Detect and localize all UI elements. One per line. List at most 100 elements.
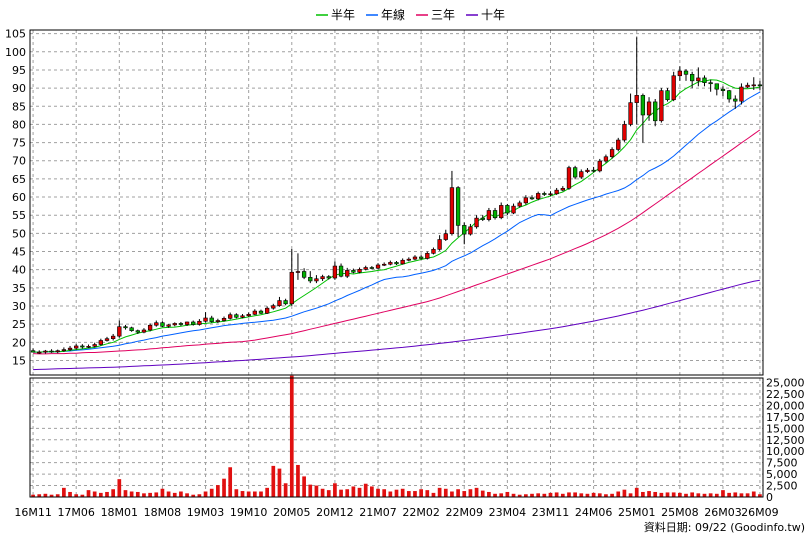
- candle-body: [154, 322, 159, 326]
- volume-bar: [62, 487, 66, 497]
- volume-bar: [129, 491, 134, 497]
- volume-bar: [548, 492, 553, 497]
- price-tick-label: 85: [12, 100, 26, 113]
- legend-label: 半年: [331, 8, 355, 22]
- candle-body: [49, 350, 54, 353]
- candle-body: [548, 193, 553, 196]
- volume-bar: [671, 492, 676, 497]
- volume-bar: [487, 491, 491, 497]
- volume-bar: [616, 491, 621, 497]
- ma-half-year-line: [33, 79, 760, 353]
- price-tick-label: 15: [12, 354, 26, 367]
- data-date-label: 資料日期: 09/22 (Goodinfo.tw): [644, 520, 805, 534]
- candle-body: [708, 82, 713, 85]
- volume-bars: [31, 375, 762, 497]
- volume-bar: [505, 491, 510, 497]
- volume-bar: [745, 493, 750, 497]
- candle-body: [332, 265, 338, 279]
- volume-bar: [437, 487, 442, 497]
- volume-bar: [265, 487, 269, 497]
- candle-body: [289, 271, 294, 305]
- candle-body: [505, 205, 510, 214]
- volume-bar: [148, 492, 152, 497]
- candle-body: [499, 205, 504, 219]
- candle-body: [55, 350, 60, 353]
- volume-bar: [277, 468, 282, 497]
- volume-bar: [536, 493, 541, 497]
- volume-bar: [209, 488, 214, 497]
- candle-body: [147, 324, 153, 331]
- price-tick-label: 100: [5, 46, 26, 59]
- volume-bar: [653, 491, 658, 497]
- candle-body: [357, 269, 362, 273]
- candle-body: [751, 84, 756, 87]
- volume-bar: [585, 493, 590, 497]
- candle-body: [536, 193, 541, 200]
- volume-bar: [240, 491, 245, 497]
- candle-body: [184, 321, 190, 325]
- volume-bar: [677, 492, 682, 497]
- x-tick-label: 19M03: [187, 506, 225, 519]
- volume-tick-label: 22,500: [766, 388, 805, 401]
- x-tick-label: 17M06: [57, 506, 95, 519]
- candle-body: [314, 278, 319, 282]
- candle-body: [246, 314, 251, 317]
- volume-bar: [252, 491, 257, 497]
- ma-ten-year-line: [33, 279, 760, 371]
- candle-body: [616, 139, 621, 150]
- candle-body: [388, 262, 393, 265]
- x-tick-label: 22M09: [446, 506, 484, 519]
- candle-body: [37, 351, 42, 354]
- volume-bar: [524, 494, 528, 497]
- x-tick-label: 26M09: [741, 506, 779, 519]
- volume-bar: [98, 492, 103, 497]
- candle-body: [277, 300, 282, 306]
- x-tick-label: 21M07: [359, 506, 397, 519]
- volume-bar: [647, 491, 651, 497]
- x-tick-label: 23M11: [532, 506, 570, 519]
- candle-body: [671, 75, 676, 101]
- candle-body: [572, 167, 578, 178]
- chart-legend: 半年 年線 三年 十年: [316, 7, 505, 22]
- volume-bar: [462, 491, 467, 497]
- legend-label: 三年: [431, 8, 455, 22]
- candle-body: [382, 263, 387, 266]
- volume-bar: [259, 491, 263, 497]
- candle-body: [443, 233, 448, 240]
- candlesticks: [30, 37, 763, 354]
- candle-body: [301, 271, 307, 278]
- volume-bar: [511, 493, 516, 497]
- candle-body: [141, 329, 147, 333]
- volume-bar: [166, 491, 171, 497]
- candle-body: [690, 74, 695, 82]
- price-tick-label: 30: [12, 300, 26, 313]
- x-tick-label: 16M11: [14, 506, 52, 519]
- volume-bar: [289, 375, 294, 497]
- volume-bar: [357, 487, 362, 497]
- candle-body: [135, 330, 140, 333]
- x-tick-label: 18M08: [144, 506, 182, 519]
- volume-bar: [363, 483, 368, 497]
- candle-body: [437, 239, 442, 250]
- candle-body: [529, 197, 535, 200]
- candle-body: [308, 277, 313, 282]
- price-tick-label: 70: [12, 155, 26, 168]
- ma-year-line: [33, 91, 761, 353]
- price-tick-label: 65: [12, 173, 26, 186]
- volume-bar: [480, 490, 485, 497]
- candle-body: [560, 188, 565, 191]
- candle-body: [585, 169, 590, 172]
- volume-bar: [610, 493, 614, 497]
- candle-body: [74, 345, 79, 349]
- volume-bar: [382, 489, 387, 497]
- volume-bar: [37, 494, 42, 497]
- volume-bar: [320, 488, 325, 497]
- volume-bar: [560, 493, 565, 497]
- candle-body: [111, 335, 116, 339]
- legend-label: 年線: [381, 7, 405, 22]
- volume-bar: [271, 465, 276, 497]
- volume-bar: [105, 491, 109, 497]
- ma-three-year-line: [33, 129, 761, 355]
- volume-bar: [708, 493, 713, 497]
- candle-body: [197, 320, 202, 325]
